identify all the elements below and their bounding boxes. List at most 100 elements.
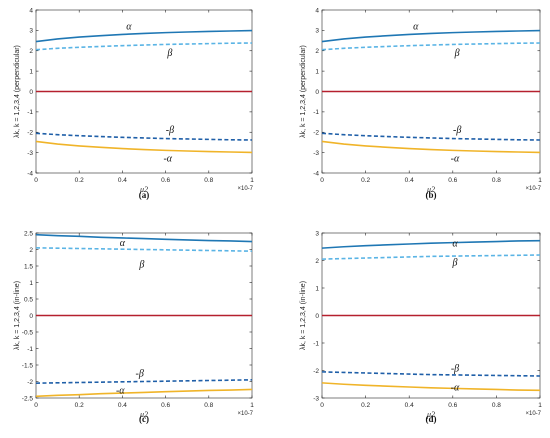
chart-panel: 0 0.2 0.4 0.6 0.8 1 -3 -2 -1 0 1 2 3 ×10-7 μ2 λk, k = 1… <box>300 230 542 424</box>
x-tick-label: 1 <box>538 402 542 409</box>
y-tick-label: -2.5 <box>22 395 34 402</box>
y-tick-label: 0 <box>315 313 319 320</box>
chart-panel: 0 0.2 0.4 0.6 0.8 1 -4 -3 -2 -1 0 1 2 3 4 ×10-7 μ2 λk, k … <box>14 7 254 200</box>
y-tick-label: -0.5 <box>22 329 34 336</box>
y-tick-label: -2 <box>27 379 33 386</box>
chart-panel: 0 0.2 0.4 0.6 0.8 1 -2.5 -2 -1.5 -1 -0.5 0 0.5 1 1.5 2 2… <box>14 230 254 424</box>
x-exponent-label: ×10-7 <box>525 186 541 192</box>
x-tick-label: 1 <box>538 177 542 184</box>
series-line--beta <box>321 132 541 141</box>
y-tick-label: 1 <box>315 68 319 75</box>
chart-caption: (d) <box>426 414 437 424</box>
x-axis-label: μ2 <box>139 410 148 419</box>
x-tick-label: 0.4 <box>118 177 127 184</box>
series-line--alpha <box>321 382 541 392</box>
series-annotation: α <box>126 21 132 32</box>
x-tick-label: 0 <box>320 177 324 184</box>
y-tick-label: -1 <box>313 340 319 347</box>
x-tick-label: 0 <box>320 402 324 409</box>
x-axis-label: μ2 <box>426 185 435 194</box>
series-annotation: -β <box>136 368 144 379</box>
y-tick-label: 2 <box>315 48 319 55</box>
x-tick-label: 0.8 <box>204 402 213 409</box>
series-annotation: -α <box>451 154 460 165</box>
series-annotation: -α <box>163 154 172 165</box>
y-tick-label: -1 <box>27 109 33 116</box>
x-tick-label: 0.2 <box>361 402 370 409</box>
x-tick-label: 0.8 <box>492 177 501 184</box>
y-tick-label: 3 <box>315 230 319 237</box>
x-exponent-label: ×10-7 <box>237 411 253 417</box>
series-line--alpha <box>35 388 253 398</box>
y-tick-label: -1.5 <box>22 362 34 369</box>
series-line--beta <box>35 132 253 141</box>
series-line-beta <box>321 42 541 51</box>
x-exponent-label: ×10-7 <box>237 186 253 192</box>
y-axis-label: λk, k = 1,2,3,4 (in-line) <box>14 281 21 350</box>
series-line-beta <box>35 42 253 51</box>
series-line--beta <box>35 379 253 384</box>
y-tick-label: 1 <box>29 68 33 75</box>
y-tick-label: -4 <box>27 170 33 177</box>
x-tick-label: 0.4 <box>405 177 414 184</box>
x-tick-label: 0.6 <box>448 402 457 409</box>
chart-caption: (a) <box>139 190 150 200</box>
x-tick-label: 0.8 <box>492 402 501 409</box>
x-tick-label: 0.2 <box>75 177 84 184</box>
chart-panel: 0 0.2 0.4 0.6 0.8 1 -4 -3 -2 -1 0 1 2 3 4 ×10-7 μ2 λk, k … <box>300 7 542 200</box>
x-tick-label: 0 <box>34 402 38 409</box>
x-tick-label: 0 <box>34 177 38 184</box>
x-axis-label: μ2 <box>426 410 435 419</box>
x-tick-label: 0.6 <box>161 402 170 409</box>
y-tick-label: -3 <box>313 395 319 402</box>
series-annotation: α <box>452 238 458 249</box>
x-tick-label: 0.6 <box>448 177 457 184</box>
y-tick-label: 1.5 <box>24 263 33 270</box>
series-annotation: α <box>120 238 126 249</box>
series-annotation: β <box>451 258 457 269</box>
y-tick-label: -4 <box>313 170 319 177</box>
x-tick-label: 1 <box>250 402 254 409</box>
chart-caption: (c) <box>139 414 149 424</box>
y-tick-label: 3 <box>29 28 33 35</box>
y-tick-label: -1 <box>313 109 319 116</box>
y-tick-label: -1 <box>27 346 33 353</box>
x-tick-label: 1 <box>250 177 254 184</box>
series-line-alpha <box>35 233 253 243</box>
series-line-beta <box>321 254 541 260</box>
y-axis-label: λk, k = 1,2,3,4 (in-line) <box>300 281 307 350</box>
series-annotation: -β <box>451 363 459 374</box>
y-tick-label: 4 <box>315 7 319 14</box>
x-tick-label: 0.4 <box>118 402 127 409</box>
y-tick-label: -2 <box>313 368 319 375</box>
x-tick-label: 0.6 <box>161 177 170 184</box>
y-axis-label: λk, k = 1,2,3,4 (perpendicular) <box>300 45 307 138</box>
series-line--beta <box>321 371 541 377</box>
y-tick-label: -3 <box>27 150 33 157</box>
x-tick-label: 0.4 <box>405 402 414 409</box>
y-tick-label: 4 <box>29 7 33 14</box>
series-line--alpha <box>321 140 541 154</box>
series-annotation: -β <box>453 125 461 136</box>
series-line-beta <box>35 247 253 252</box>
x-tick-label: 0.2 <box>75 402 84 409</box>
y-tick-label: 0 <box>315 89 319 96</box>
series-line--alpha <box>35 140 253 154</box>
series-annotation: -α <box>451 383 460 394</box>
y-tick-label: -3 <box>313 150 319 157</box>
series-line-alpha <box>35 29 253 43</box>
y-tick-label: 0.5 <box>24 296 33 303</box>
y-tick-label: -2 <box>313 130 319 137</box>
x-tick-label: 0.8 <box>204 177 213 184</box>
y-tick-label: 2.5 <box>24 230 33 237</box>
y-tick-label: 2 <box>29 247 33 254</box>
y-tick-label: -2 <box>27 130 33 137</box>
y-tick-label: 1 <box>29 280 33 287</box>
series-annotation: -α <box>116 386 125 397</box>
x-exponent-label: ×10-7 <box>525 411 541 417</box>
series-line-alpha <box>321 29 541 43</box>
y-tick-label: 2 <box>315 258 319 265</box>
y-tick-label: 0 <box>29 89 33 96</box>
y-tick-label: 0 <box>29 313 33 320</box>
